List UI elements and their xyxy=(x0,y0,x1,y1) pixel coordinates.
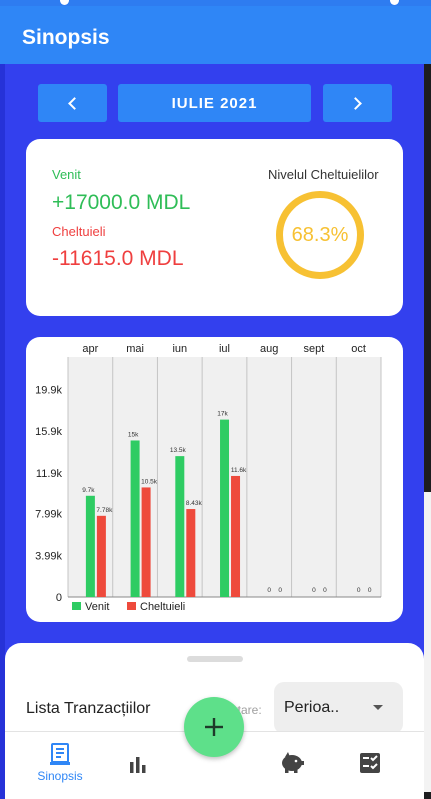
data-label: 15k xyxy=(128,431,139,438)
data-label: 10.5k xyxy=(141,478,158,485)
bar-cheltuieli xyxy=(96,515,106,597)
receipt-icon xyxy=(50,743,70,765)
caret-down-icon xyxy=(373,705,383,710)
expense-label: Cheltuieli xyxy=(52,224,106,239)
data-label: 0 xyxy=(312,587,316,594)
left-edge xyxy=(0,64,5,799)
y-tick-label: 7.99k xyxy=(35,509,62,521)
legend-swatch xyxy=(72,602,81,610)
y-tick-label: 19.9k xyxy=(35,384,62,396)
transactions-title: Lista Tranzacțiilor xyxy=(26,700,151,717)
bar-chart: apr mai iun iul aug sept oct 0 3.99k 7.99k 11.9k 15… xyxy=(35,343,382,613)
tab-sinopsis[interactable]: Sinopsis xyxy=(27,732,93,799)
data-label: 0 xyxy=(368,587,372,594)
tab-sinopsis-label: Sinopsis xyxy=(37,769,83,783)
app-bar: Sinopsis xyxy=(0,6,431,64)
tab-savings[interactable] xyxy=(269,732,315,799)
previous-month-button[interactable] xyxy=(38,84,107,122)
bar-cheltuieli xyxy=(231,475,241,597)
x-tick-label: iun xyxy=(172,343,187,355)
summary-card: Venit +17000.0 MDL Cheltuieli -11615.0 M… xyxy=(26,139,403,316)
y-tick-label: 0 xyxy=(56,592,62,604)
chart-card: apr mai iun iul aug sept oct 0 3.99k 7.99k 11.9k 15… xyxy=(26,337,403,622)
data-label: 7.78k xyxy=(96,507,113,514)
data-label: 0 xyxy=(323,587,327,594)
x-tick-label: iul xyxy=(219,343,230,355)
status-icon xyxy=(60,0,69,5)
legend-label: Venit xyxy=(85,601,109,613)
data-label: 0 xyxy=(357,587,361,594)
chevron-left-icon xyxy=(68,96,81,110)
bar-venit xyxy=(220,419,230,597)
status-bar xyxy=(0,0,431,6)
legend-label: Cheltuieli xyxy=(140,601,185,613)
bar-venit xyxy=(130,440,140,597)
tab-tasks[interactable] xyxy=(347,732,393,799)
data-label: 0 xyxy=(278,587,282,594)
expense-value: -11615.0 MDL xyxy=(52,247,184,270)
bar-chart-icon xyxy=(130,757,146,773)
bar-cheltuieli xyxy=(186,509,196,597)
spending-level-value: 68.3% xyxy=(291,223,349,246)
right-edge xyxy=(424,64,431,799)
income-value: +17000.0 MDL xyxy=(52,191,191,214)
status-icon xyxy=(390,0,399,5)
income-label: Venit xyxy=(52,167,81,182)
transactions-sheet: Lista Tranzacțiilor Sortare: Perioa.. xyxy=(5,643,424,738)
page-title: Sinopsis xyxy=(22,26,110,49)
tab-statistics[interactable] xyxy=(115,732,161,799)
x-tick-label: sept xyxy=(304,343,325,355)
spending-level-label: Nivelul Cheltuielilor xyxy=(268,167,379,182)
sort-dropdown[interactable]: Perioa.. xyxy=(274,682,403,734)
piggy-bank-icon xyxy=(282,752,304,773)
x-tick-label: apr xyxy=(82,343,98,355)
sheet-drag-handle[interactable] xyxy=(187,656,243,662)
y-tick-label: 3.99k xyxy=(35,550,62,562)
legend-swatch xyxy=(127,602,136,610)
sort-selected-value: Perioa.. xyxy=(284,699,340,716)
data-label: 0 xyxy=(267,587,271,594)
next-month-button[interactable] xyxy=(323,84,392,122)
bottom-navigation: Sinopsis xyxy=(5,697,424,799)
chevron-right-icon xyxy=(349,96,362,110)
data-label: 11.6k xyxy=(231,467,247,474)
y-tick-label: 15.9k xyxy=(35,426,62,438)
bar-venit xyxy=(175,456,185,597)
x-tick-label: aug xyxy=(260,343,278,355)
x-tick-label: mai xyxy=(126,343,144,355)
x-tick-label: oct xyxy=(351,343,366,355)
checklist-icon xyxy=(360,753,380,773)
data-label: 8.43k xyxy=(186,500,203,507)
month-selector-button[interactable]: IULIE 2021 xyxy=(118,84,311,122)
plus-icon xyxy=(205,718,223,736)
bar-cheltuieli xyxy=(141,487,151,597)
data-label: 13.5k xyxy=(170,447,187,454)
data-label: 9.7k xyxy=(82,487,95,494)
spending-level-gauge: 68.3% xyxy=(276,191,364,279)
data-label: 17k xyxy=(217,411,228,418)
bar-venit xyxy=(85,495,95,597)
add-transaction-button[interactable] xyxy=(184,697,244,757)
y-tick-label: 11.9k xyxy=(36,468,63,480)
